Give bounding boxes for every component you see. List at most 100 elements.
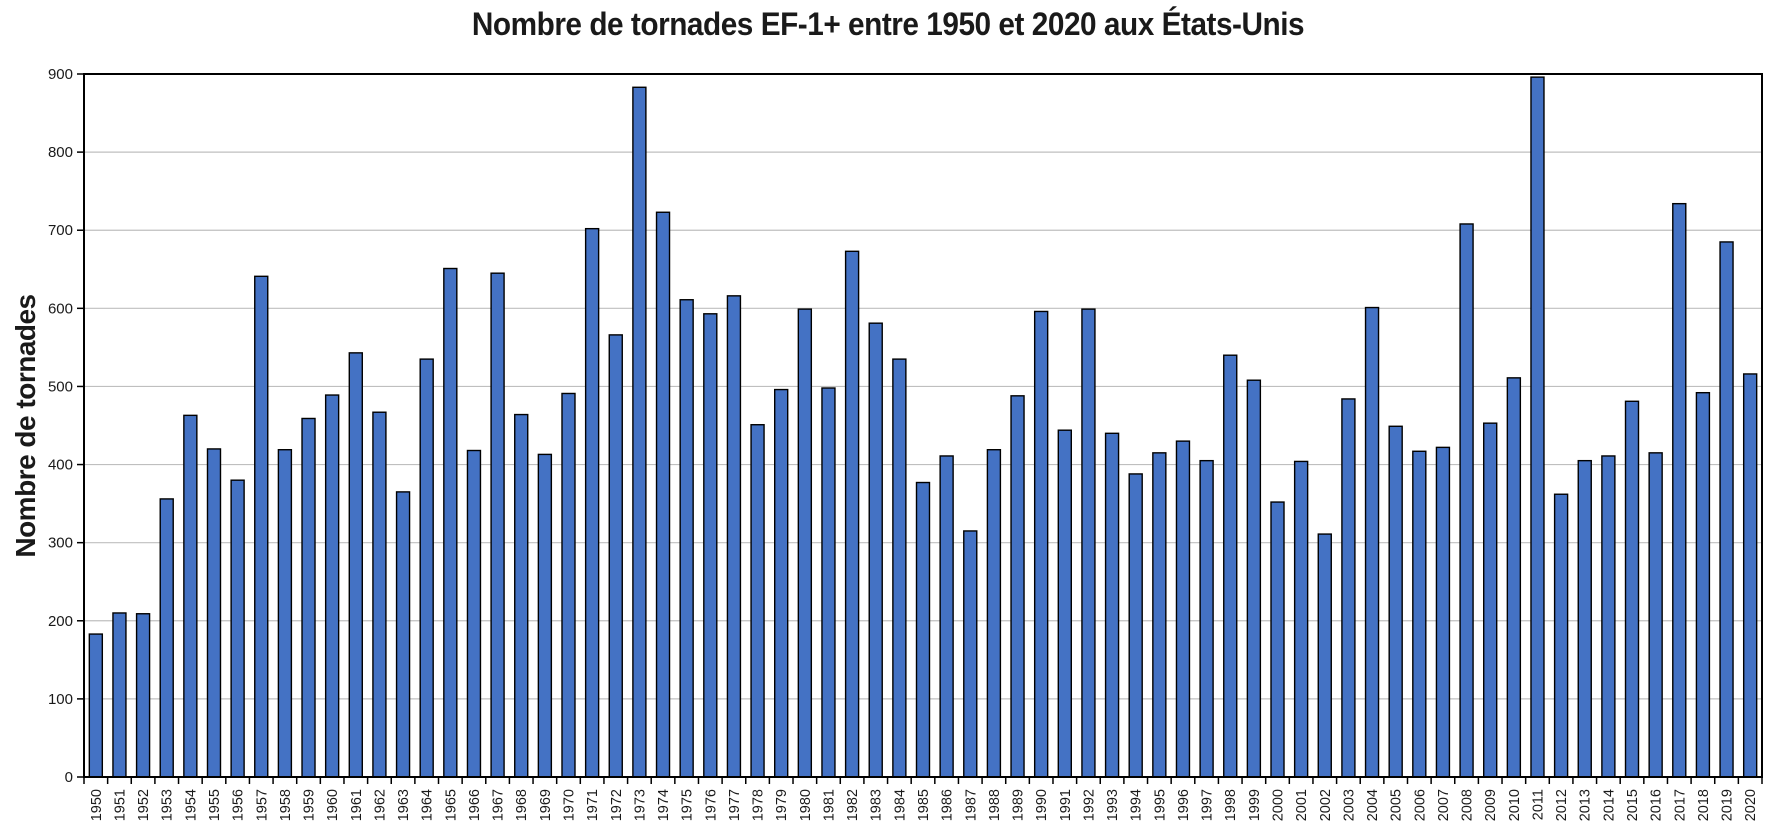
- bar-1958: [277, 449, 293, 778]
- x-tick-label-1979: 1979: [774, 789, 790, 821]
- y-tick-label-500: 500: [48, 378, 73, 395]
- x-tick-label-1966: 1966: [467, 789, 483, 821]
- x-tick-label-1994: 1994: [1129, 789, 1145, 821]
- bar-1965: [443, 267, 458, 778]
- x-tick-label-1978: 1978: [751, 789, 767, 821]
- bar-2000: [1270, 501, 1285, 778]
- x-tick-label-1974: 1974: [656, 789, 672, 821]
- x-tick-label-1963: 1963: [396, 789, 412, 821]
- bar-1951: [112, 612, 127, 778]
- y-tick-label-400: 400: [48, 457, 73, 474]
- x-tick-label-1973: 1973: [632, 789, 648, 821]
- x-tick-label-1952: 1952: [136, 789, 152, 821]
- bar-2011: [1530, 76, 1545, 778]
- bar-2008: [1459, 223, 1474, 778]
- x-tick-label-1985: 1985: [916, 789, 932, 821]
- y-tick-label-600: 600: [48, 300, 73, 317]
- bar-1972: [608, 334, 623, 778]
- x-tick-label-2000: 2000: [1271, 789, 1287, 821]
- bar-1950: [88, 633, 104, 778]
- bar-1986: [939, 455, 954, 778]
- x-tick-label-2009: 2009: [1483, 789, 1499, 821]
- x-tick-label-1964: 1964: [420, 789, 436, 821]
- bar-1993: [1104, 432, 1120, 778]
- bar-1959: [301, 417, 316, 778]
- x-tick-label-1958: 1958: [278, 789, 294, 821]
- bar-1954: [183, 414, 198, 778]
- bar-1981: [821, 387, 836, 778]
- bar-1968: [514, 413, 529, 778]
- x-tick-label-2010: 2010: [1507, 789, 1523, 821]
- x-tick-label-1990: 1990: [1034, 789, 1050, 821]
- bar-1964: [419, 358, 434, 778]
- x-tick-label-2004: 2004: [1365, 789, 1381, 821]
- bar-2002: [1317, 533, 1332, 778]
- bar-1961: [348, 352, 363, 778]
- x-tick-label-2018: 2018: [1696, 789, 1712, 821]
- x-tick-label-2003: 2003: [1341, 789, 1357, 821]
- bar-1982: [844, 250, 860, 778]
- x-tick-label-1953: 1953: [160, 789, 176, 821]
- bar-2020: [1742, 373, 1758, 778]
- x-tick-label-1970: 1970: [561, 789, 577, 821]
- x-tick-label-1996: 1996: [1176, 789, 1192, 821]
- y-tick-label-900: 900: [48, 66, 73, 83]
- bar-2001: [1293, 460, 1309, 778]
- bar-2014: [1601, 455, 1616, 778]
- bar-1970: [561, 392, 576, 778]
- bar-2009: [1483, 422, 1498, 778]
- x-tick-label-1971: 1971: [585, 789, 601, 821]
- x-tick-label-1960: 1960: [325, 789, 341, 821]
- x-tick-label-2011: 2011: [1530, 789, 1546, 820]
- y-tick-label-0: 0: [65, 769, 73, 786]
- x-tick-label-1984: 1984: [892, 789, 908, 821]
- x-tick-label-2006: 2006: [1412, 789, 1428, 821]
- bar-1956: [230, 479, 245, 778]
- y-tick-label-700: 700: [48, 222, 73, 239]
- x-tick-label-1998: 1998: [1223, 789, 1239, 821]
- x-tick-label-1955: 1955: [207, 789, 223, 821]
- bar-1952: [135, 613, 151, 778]
- x-tick-label-1977: 1977: [727, 789, 743, 821]
- bar-1962: [372, 411, 387, 778]
- bar-1978: [750, 424, 765, 778]
- x-tick-label-2014: 2014: [1601, 789, 1617, 821]
- bar-2015: [1624, 400, 1640, 778]
- bar-1995: [1152, 452, 1167, 778]
- bar-1973: [632, 86, 647, 778]
- bar-1975: [679, 299, 694, 778]
- x-tick-label-1986: 1986: [940, 789, 956, 821]
- x-tick-label-1976: 1976: [703, 789, 719, 821]
- x-tick-label-1993: 1993: [1105, 789, 1121, 821]
- x-tick-label-2008: 2008: [1460, 789, 1476, 821]
- bar-2019: [1719, 241, 1734, 778]
- x-tick-label-1972: 1972: [609, 789, 625, 821]
- y-tick-label-100: 100: [48, 691, 73, 708]
- x-tick-label-2017: 2017: [1672, 789, 1688, 821]
- x-tick-label-1989: 1989: [1011, 789, 1027, 821]
- x-tick-label-1991: 1991: [1058, 789, 1074, 821]
- bar-1969: [537, 453, 553, 778]
- x-tick-label-1954: 1954: [183, 789, 199, 821]
- x-tick-label-2001: 2001: [1294, 789, 1310, 821]
- bar-1997: [1199, 459, 1214, 778]
- x-tick-label-1980: 1980: [798, 789, 814, 821]
- bar-1987: [963, 530, 978, 778]
- x-tick-label-1968: 1968: [514, 789, 530, 821]
- bar-1971: [584, 227, 600, 778]
- y-tick-label-300: 300: [48, 535, 73, 552]
- x-tick-label-2019: 2019: [1720, 789, 1736, 821]
- x-tick-label-2015: 2015: [1625, 789, 1641, 821]
- bar-1979: [774, 388, 789, 778]
- bar-1985: [915, 481, 931, 778]
- bar-1953: [159, 498, 174, 778]
- bar-1967: [490, 272, 505, 778]
- x-tick-label-1999: 1999: [1247, 789, 1263, 821]
- x-tick-label-1965: 1965: [443, 789, 459, 821]
- x-tick-label-1969: 1969: [538, 789, 554, 821]
- x-tick-label-1995: 1995: [1152, 789, 1168, 821]
- bar-1976: [703, 313, 718, 778]
- y-tick-label-800: 800: [48, 144, 73, 161]
- bar-1989: [1010, 395, 1025, 778]
